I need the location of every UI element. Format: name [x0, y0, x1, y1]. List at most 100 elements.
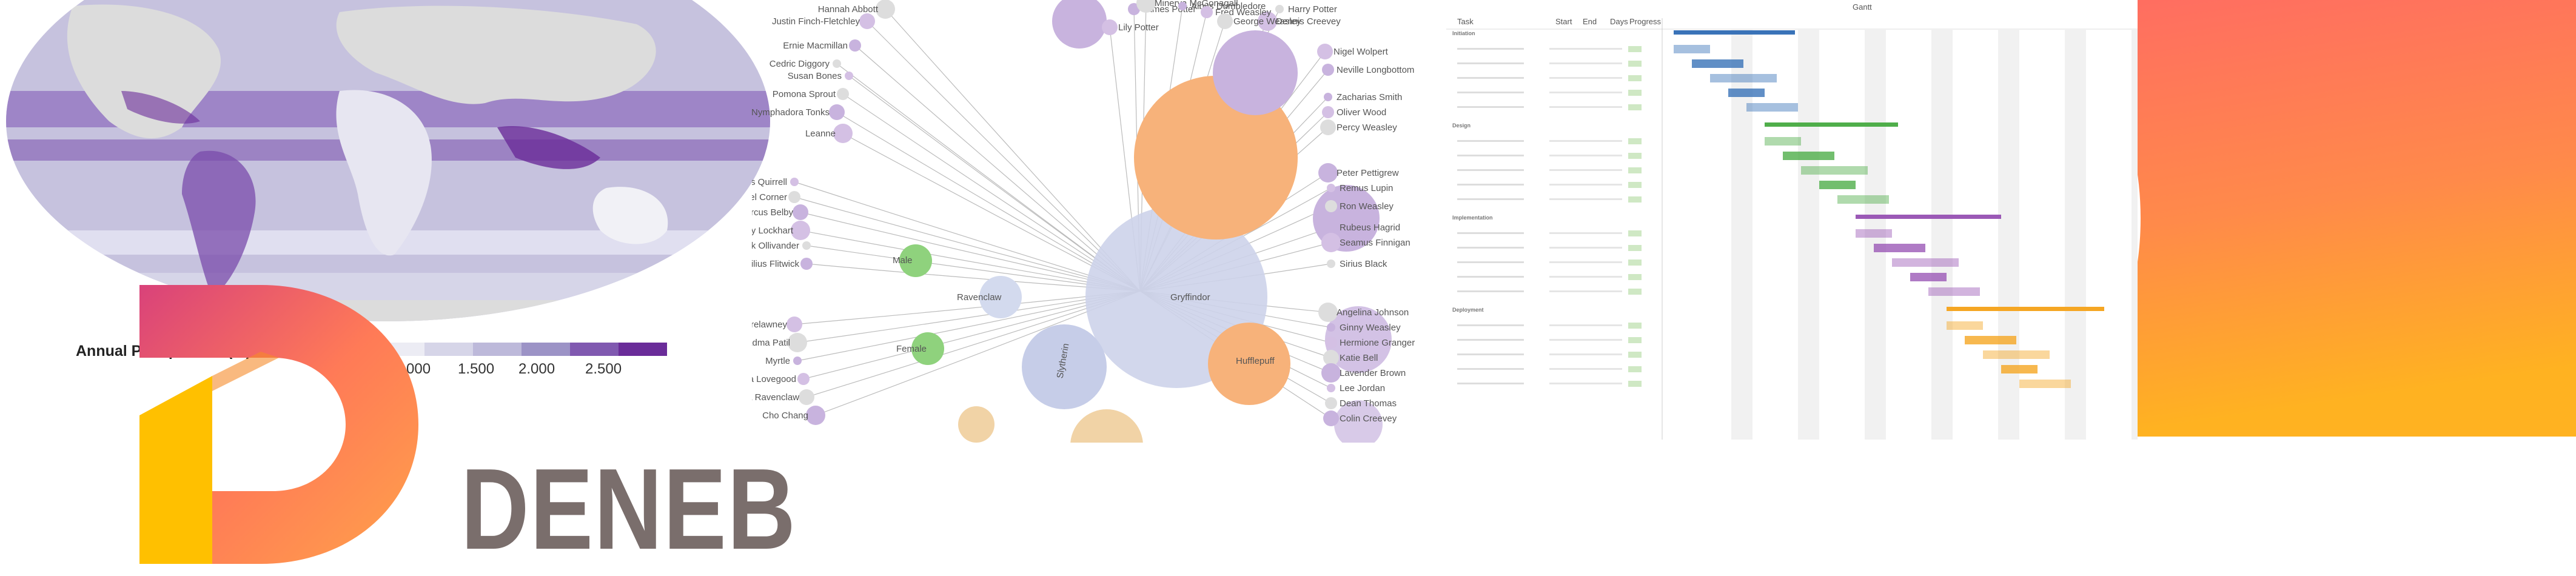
continent-africa [336, 90, 432, 256]
tree-leaf-node [788, 191, 800, 203]
legend-color-scale [376, 343, 667, 356]
tree-leaf-label: Seamus Finnigan [1340, 238, 1410, 248]
gantt-chart: Task Start End Days Progress Gantt Initi… [1446, 0, 2138, 440]
tree-leaf-label: Nymphadora Tonks [752, 107, 830, 118]
tree-leaf-label: Minerva McGonagall [1155, 0, 1238, 8]
tree-leaf-node [1321, 363, 1341, 383]
tree-leaf-node [788, 333, 807, 352]
tree-leaf-node [1327, 260, 1335, 268]
gantt-task-bar [1965, 336, 2016, 344]
gantt-col-start: Start [1555, 17, 1572, 26]
legend-tick: 2.500 [585, 361, 622, 377]
tree-leaf-node [800, 258, 813, 270]
tree-leaf-node [1321, 233, 1341, 252]
tree-leaf-label: Cho Chang [762, 410, 808, 421]
tree-leaf-label: Nigel Wolpert [1333, 47, 1389, 57]
tree-leaf-label: Luna Lovegood [752, 374, 796, 384]
tree-leaf-label: Cedric Diggory [770, 59, 830, 69]
ravenclaw-label: Ravenclaw [957, 292, 1002, 303]
weasley-node [1134, 76, 1298, 239]
tree-leaf-node [791, 221, 810, 240]
tree-leaf-label: Gilderoy Lockhart [752, 226, 794, 236]
tree-leaf-label: Peter Pettigrew [1337, 168, 1399, 178]
tree-leaf-node [1136, 0, 1156, 13]
tree-leaf-node [1178, 2, 1187, 10]
tree-leaf-node [1322, 64, 1334, 76]
legend-tick: 1.500 [458, 361, 495, 377]
tree-leaf-label: Colin Creevey [1340, 414, 1397, 424]
tree-leaf-label: Percy Weasley [1337, 122, 1397, 133]
tree-leaf-node [859, 13, 875, 29]
tree-leaf-node [793, 357, 802, 365]
tree-leaf-label: Katie Bell [1340, 353, 1378, 363]
tree-leaf-label: Pomona Sprout [773, 89, 836, 99]
tree-leaf-label: Michael Corner [752, 192, 787, 203]
tree-leaf-node [1102, 19, 1118, 35]
tree-leaf-label: Dean Thomas [1340, 398, 1397, 409]
tree-leaf-node [1323, 410, 1339, 426]
tree-leaf-label: Helena Ravenclaw [752, 392, 799, 403]
tree-leaf-label: Ginny Weasley [1340, 323, 1401, 333]
gantt-task-bar [1856, 229, 1892, 238]
gantt-group-label: Design [1452, 122, 1471, 129]
gantt-col-task: Task [1457, 17, 1474, 26]
gantt-task-bar [1710, 74, 1777, 82]
gantt-task-bar [2019, 380, 2071, 388]
tree-leaf-node [833, 59, 841, 68]
gantt-task-bar [1783, 152, 1834, 160]
hufflepuff-label: Hufflepuff [1236, 356, 1275, 366]
gantt-task-bar [1674, 45, 1710, 53]
gantt-task-bar [1892, 258, 1959, 267]
tree-leaf-node [793, 204, 808, 220]
tree-leaf-label: Lee Jordan [1340, 383, 1385, 393]
tree-leaf-node [1201, 6, 1213, 18]
tree-leaf-label: Lavender Brown [1340, 368, 1406, 378]
tree-leaf-label: Filius Flitwick [752, 259, 799, 269]
tree-leaf-label: Angelina Johnson [1337, 307, 1409, 318]
tree-leaf-label: Garrick Ollivander [752, 241, 799, 251]
tree-leaf-node [787, 316, 802, 332]
gantt-task-bar [1983, 350, 2050, 359]
tree-leaf-label: Marcus Belby [752, 207, 793, 218]
tree-leaf-node [1325, 397, 1337, 409]
tree-leaf-node [806, 406, 825, 425]
gantt-group-bar [1674, 30, 1795, 35]
gryffindor-label: Gryffindor [1170, 292, 1210, 303]
continent-europe-asia [336, 5, 656, 104]
tree-leaf-label: Hannah Abbott [818, 4, 879, 15]
male-label: Male [893, 255, 913, 266]
tree-leaf-node [1320, 119, 1336, 135]
slytherin-node [1022, 324, 1107, 409]
tree-leaf-label: Rubeus Hagrid [1340, 223, 1400, 233]
gantt-task-bar [1692, 59, 1743, 68]
deneb-logo [139, 285, 418, 564]
gantt-task-bar [1910, 273, 1947, 281]
gantt-col-end: End [1583, 17, 1597, 26]
tree-leaf-label: Lily Potter [1118, 22, 1159, 33]
tree-leaf-label: Zacharias Smith [1337, 92, 1402, 102]
gantt-title: Gantt [1853, 2, 1872, 12]
gantt-task-bar [1928, 287, 1980, 296]
tree-leaf-label: Neville Longbottom [1337, 65, 1414, 75]
tree-leaf-label: Sirius Black [1340, 259, 1387, 269]
precipitation-map [0, 0, 782, 340]
continent-australia [592, 187, 668, 244]
tree-leaf-node [1323, 350, 1339, 366]
brand-wordmark: DENEB [461, 445, 797, 574]
tree-leaf-node [1318, 163, 1338, 183]
tree-leaf-node [1325, 337, 1337, 349]
tree-leaf-node [1275, 5, 1284, 13]
tree-leaf-node [802, 241, 811, 250]
tree-leaf-node [790, 178, 799, 186]
tree-leaf-node [829, 104, 845, 120]
tree-leaf-node [837, 88, 849, 100]
male-node [899, 244, 932, 277]
gantt-task-bar [1728, 89, 1765, 97]
tree-leaf-node [845, 72, 853, 80]
tree-leaf-label: Quirinus Quirrell [752, 177, 787, 187]
gantt-task-bar [1765, 137, 1801, 146]
ravenclaw-node [979, 276, 1022, 318]
gantt-task-bar [2001, 365, 2038, 373]
continent-north-america [67, 4, 221, 139]
tree-leaf-label: Padma Patil [752, 338, 790, 348]
